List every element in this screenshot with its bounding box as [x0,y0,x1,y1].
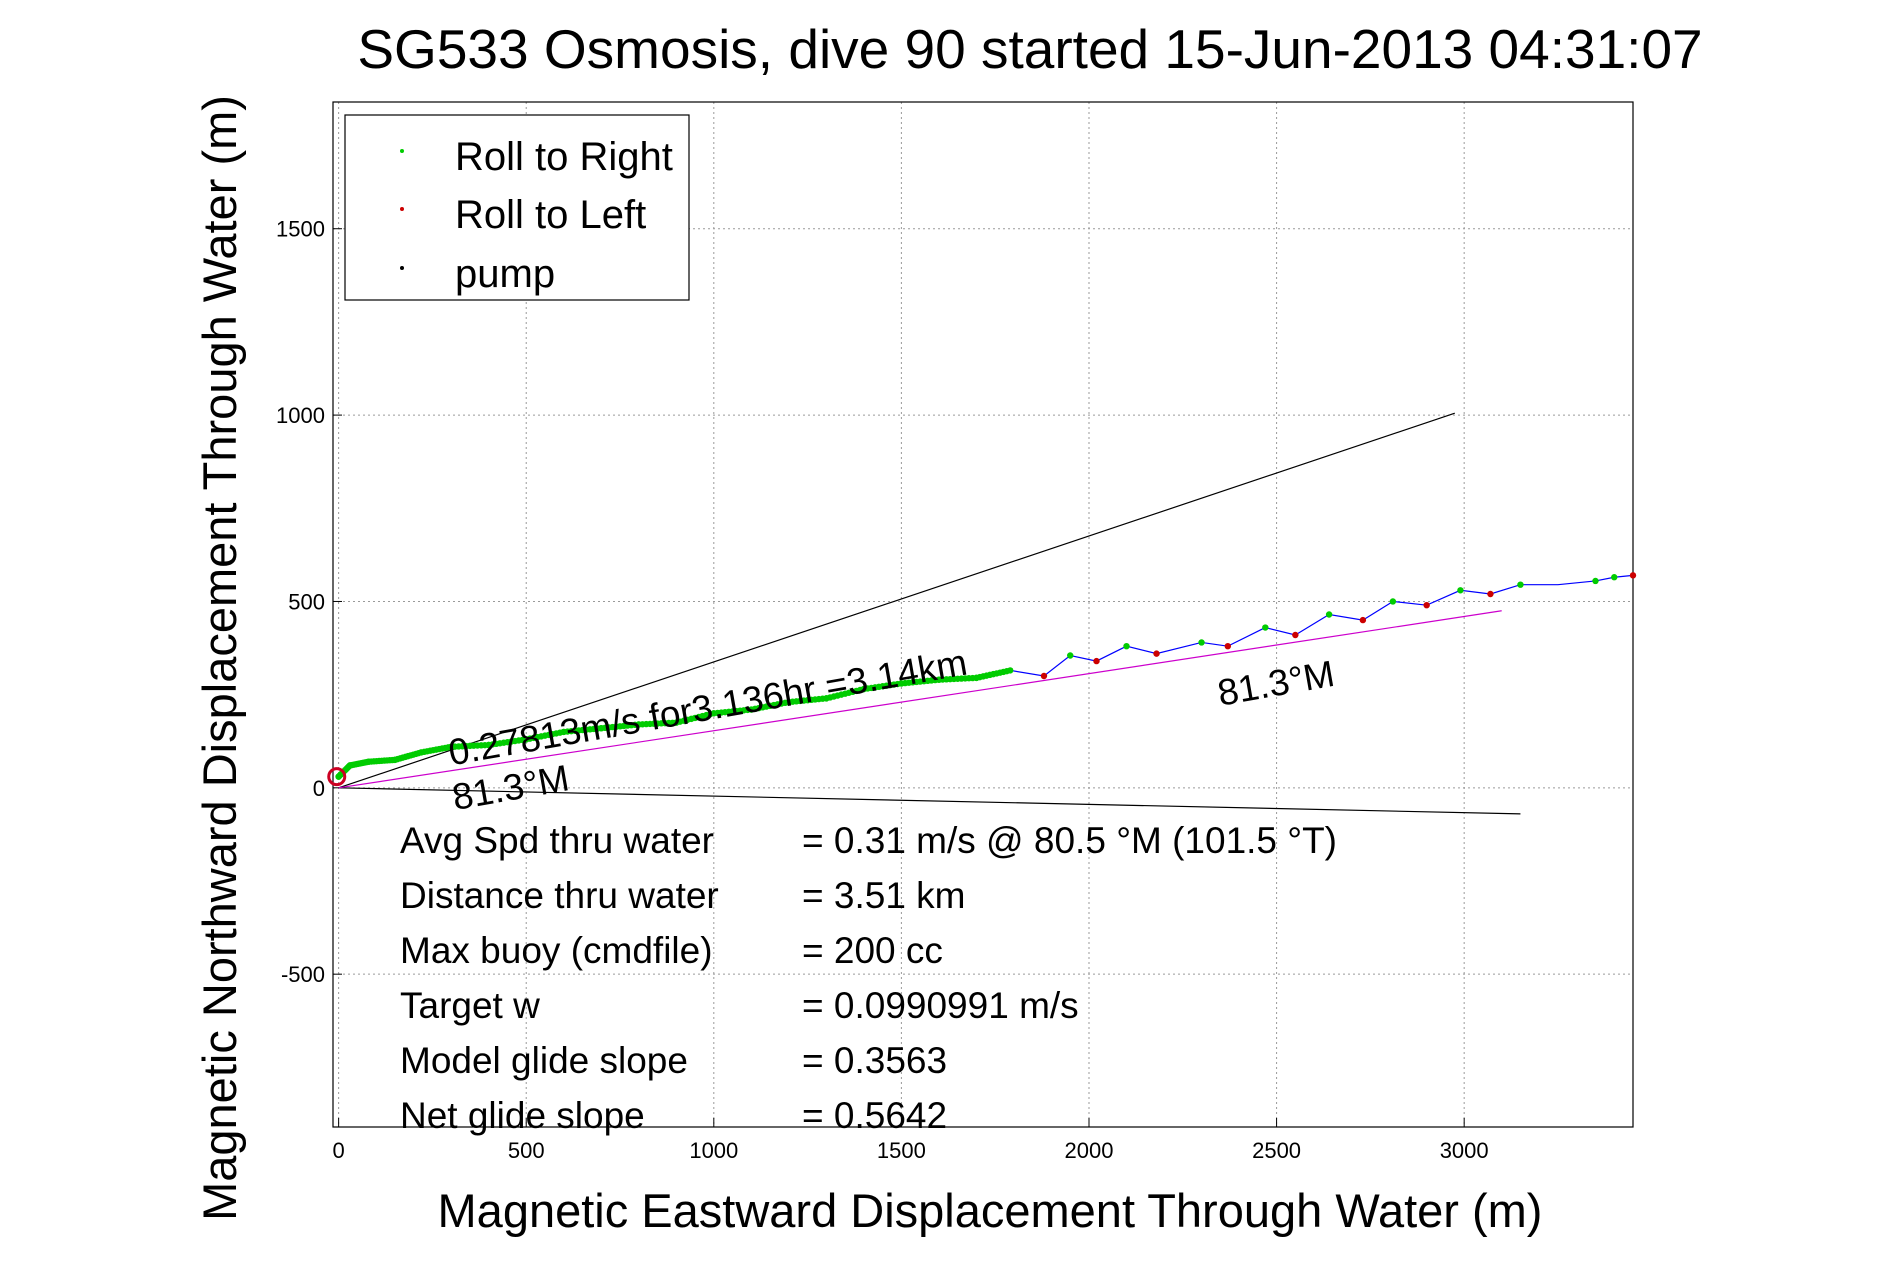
legend-label-roll-left: Roll to Left [455,193,646,237]
roll-right-point [346,762,354,769]
stat-label: Model glide slope [400,1040,688,1081]
roll-right-point [1325,611,1333,618]
roll-right-point [335,773,342,780]
roll-left-point [1093,657,1100,665]
heading-line-line [338,610,1502,789]
roll-right-point [710,710,718,717]
tick-labels: 0 500 1000 1500 2000 2500 3000 -500 0 500 1000 1500 [276,217,1489,1163]
roll-right-point [1592,577,1599,585]
stat-label: Target w [400,985,540,1026]
stat-label: Net glide slope [400,1095,645,1136]
roll-right-point [523,736,530,743]
y-tick-label: 1500 [276,217,325,242]
x-tick-label: 500 [508,1138,545,1163]
roll-right-point [673,719,680,726]
roll-left-point [1629,572,1637,579]
roll-right-point [1198,639,1205,646]
roll-right-point [1457,587,1464,594]
upper-bound-line [338,412,1455,789]
roll-left-point [1153,650,1160,657]
y-axis-title: Magnetic Northward Displacement Through … [193,95,246,1221]
x-tick-label: 3000 [1440,1138,1489,1163]
roll-left-point [1224,642,1232,650]
roll-right-point [1123,642,1130,650]
roll-right-point [785,698,793,706]
plot-area-frame [332,101,1634,1128]
roll-right-point [898,680,905,687]
stat-value: = 3.51 km [802,875,966,916]
stat-value: = 200 cc [802,930,943,971]
roll-right-point [823,695,830,702]
legend-marker-roll-right [400,149,404,153]
roll-right-point [1262,624,1269,631]
stat-value: = 0.31 m/s @ 80.5 °M (101.5 °T) [802,820,1337,861]
stat-label: Avg Spd thru water [400,820,714,861]
roll-left-point [1487,590,1494,598]
start-marker [327,767,347,787]
roll-right-point [485,741,492,749]
roll-right-point [598,724,605,732]
roll-left-point [1423,601,1430,609]
roll-right-point [1067,652,1074,659]
x-tick-label: 2500 [1252,1138,1301,1163]
stats-block: Avg Spd thru water = 0.31 m/s @ 80.5 °M (… [400,820,1337,1136]
roll-right-point [1611,574,1618,581]
roll-right-point [391,756,399,764]
roll-right-point [417,749,425,756]
legend: Roll to Right Roll to Left pump [344,114,690,301]
x-tick-label: 1500 [877,1138,926,1163]
lower-bound-line [338,787,1521,815]
roll-right-point [1007,667,1014,674]
roll-right-point [748,706,755,713]
roll-right-point [1389,598,1397,605]
roll-right-point [365,758,372,765]
y-tick-label: 0 [313,776,325,801]
x-tick-label: 0 [333,1138,345,1163]
x-tick-label: 2000 [1065,1138,1114,1163]
y-tick-label: 1000 [276,403,325,428]
roll-right-point [860,685,868,693]
track-layer [327,572,1637,787]
stat-label: Max buoy (cmdfile) [400,930,713,971]
roll-right-point [635,721,642,728]
x-tick-label: 1000 [689,1138,738,1163]
roll-left-point [1040,672,1048,680]
roll-left-point [1292,631,1299,639]
legend-marker-pump [400,266,404,270]
reference-lines [338,412,1521,815]
roll-right-point [1517,581,1524,588]
legend-marker-roll-left [400,207,404,211]
roll-left-point [1359,616,1367,624]
roll-right-point [935,676,943,683]
roll-right-point [447,743,455,751]
y-tick-label: 500 [288,589,325,614]
roll-right-point [560,728,567,736]
y-tick-label: -500 [281,962,325,987]
roll-right-point [973,674,980,682]
stat-label: Distance thru water [400,875,719,916]
legend-label-pump: pump [455,252,555,296]
stat-value: = 0.3563 [802,1040,947,1081]
legend-label-roll-right: Roll to Right [455,135,673,179]
stat-value: = 0.0990991 m/s [802,985,1079,1026]
stat-value: = 0.5642 [802,1095,947,1136]
chart-title: SG533 Osmosis, dive 90 started 15-Jun-20… [357,18,1702,80]
x-axis-title: Magnetic Eastward Displacement Through W… [438,1184,1543,1237]
